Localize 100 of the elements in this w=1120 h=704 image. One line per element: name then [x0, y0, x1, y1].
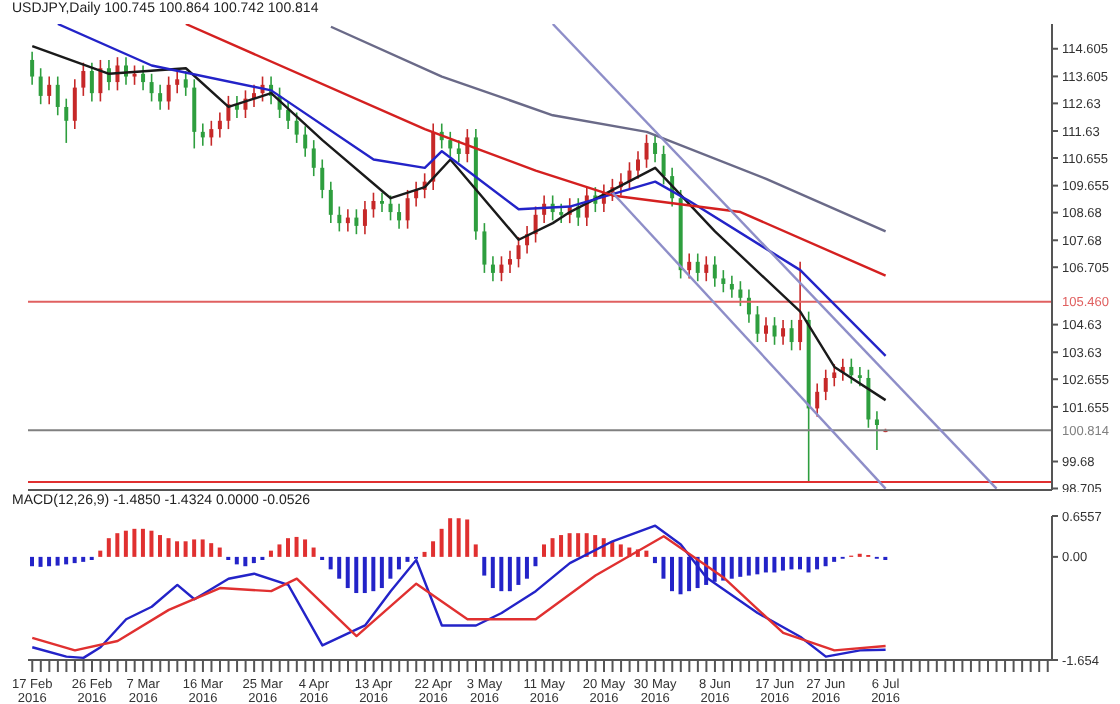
- bar: [183, 541, 188, 557]
- candlestick: [166, 75, 171, 111]
- bar: [542, 544, 546, 557]
- candlestick: [490, 255, 495, 282]
- candlestick: [738, 280, 743, 307]
- candlestick: [448, 131, 453, 158]
- bar: [746, 556, 751, 576]
- bar: [652, 556, 657, 564]
- bar: [175, 541, 180, 557]
- bar: [47, 556, 52, 567]
- candlestick: [371, 191, 376, 219]
- bar: [132, 528, 137, 557]
- bar: [516, 556, 521, 585]
- candlestick: [64, 97, 69, 144]
- candlestick: [47, 75, 52, 105]
- candlestick: [81, 61, 86, 97]
- candlestick: [508, 249, 512, 274]
- candlestick: [516, 236, 521, 269]
- bar: [209, 543, 214, 557]
- candlestick: [362, 200, 367, 235]
- bar: [499, 556, 504, 592]
- bar: [806, 556, 811, 573]
- bar: [687, 556, 692, 592]
- bar: [234, 556, 239, 565]
- bar: [815, 556, 820, 570]
- candlestick: [354, 208, 359, 235]
- bar: [192, 539, 197, 557]
- bar: [217, 547, 222, 557]
- candlestick: [303, 125, 308, 158]
- line-series: [184, 24, 887, 277]
- bar: [140, 528, 145, 557]
- bar: [200, 539, 205, 557]
- bar: [678, 556, 683, 595]
- candlestick: [781, 319, 786, 346]
- bar: [405, 556, 410, 562]
- bar: [345, 556, 350, 589]
- candlestick: [721, 269, 726, 294]
- candlestick: [72, 78, 77, 130]
- candlestick: [320, 158, 325, 200]
- line-series: [31, 44, 887, 402]
- bar: [72, 556, 77, 564]
- candlestick: [328, 180, 333, 224]
- candlestick: [849, 357, 854, 385]
- bar: [524, 556, 529, 579]
- bar: [576, 533, 581, 557]
- candlestick: [200, 122, 205, 147]
- bar: [268, 550, 273, 557]
- candlestick: [141, 64, 146, 92]
- bar: [337, 556, 342, 579]
- candlestick: [644, 133, 649, 169]
- candlestick: [857, 366, 862, 388]
- candlestick: [405, 189, 410, 230]
- bar: [559, 535, 564, 557]
- bar: [738, 556, 743, 577]
- bar: [388, 556, 393, 579]
- bar: [243, 556, 248, 567]
- candlestick: [764, 316, 768, 343]
- bar: [456, 518, 461, 557]
- candlestick: [499, 255, 504, 282]
- bar: [729, 556, 734, 579]
- candlestick: [388, 194, 393, 222]
- candlestick: [38, 67, 43, 105]
- bar: [362, 556, 367, 594]
- candlestick: [175, 70, 180, 94]
- bar: [30, 556, 34, 567]
- candlestick: [789, 319, 794, 352]
- candlestick: [337, 205, 342, 233]
- candlestick: [653, 133, 658, 164]
- candlestick: [755, 305, 760, 343]
- candlestick: [98, 59, 103, 103]
- bar: [55, 556, 60, 566]
- candlestick: [772, 316, 777, 346]
- bar: [823, 556, 828, 567]
- bar: [644, 550, 649, 557]
- bar: [550, 538, 555, 557]
- bar: [396, 556, 401, 570]
- candlestick: [30, 50, 35, 86]
- bar: [371, 556, 376, 592]
- candlestick: [149, 72, 154, 103]
- bar: [251, 556, 256, 564]
- candlestick: [636, 150, 640, 180]
- candlestick: [687, 252, 692, 280]
- bar: [294, 536, 299, 557]
- bar: [772, 556, 777, 573]
- candlestick: [397, 202, 402, 230]
- candlestick: [729, 274, 734, 299]
- candlestick: [286, 100, 291, 130]
- candlestick: [311, 139, 316, 177]
- bar: [448, 518, 453, 557]
- bar: [354, 556, 359, 594]
- bar: [755, 556, 760, 575]
- bar: [763, 556, 768, 573]
- bar: [465, 519, 470, 557]
- candlestick: [192, 78, 197, 150]
- bar: [379, 556, 384, 589]
- line-series: [329, 25, 887, 233]
- candlestick: [704, 255, 709, 282]
- bar: [64, 556, 69, 565]
- candlestick: [183, 70, 188, 97]
- bar: [158, 535, 162, 557]
